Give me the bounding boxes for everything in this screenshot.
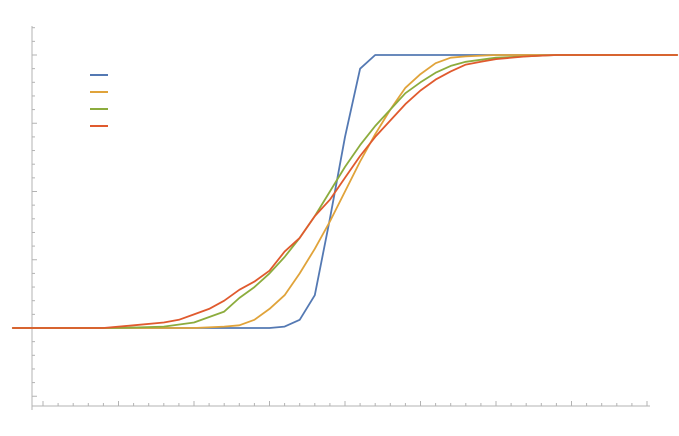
legend [90,74,108,127]
series-line-4 [11,54,679,329]
series-line-3 [11,54,679,329]
series-group [11,54,679,329]
axes-group [31,26,650,410]
series-line-2 [11,54,679,329]
series-line-1 [11,54,679,329]
